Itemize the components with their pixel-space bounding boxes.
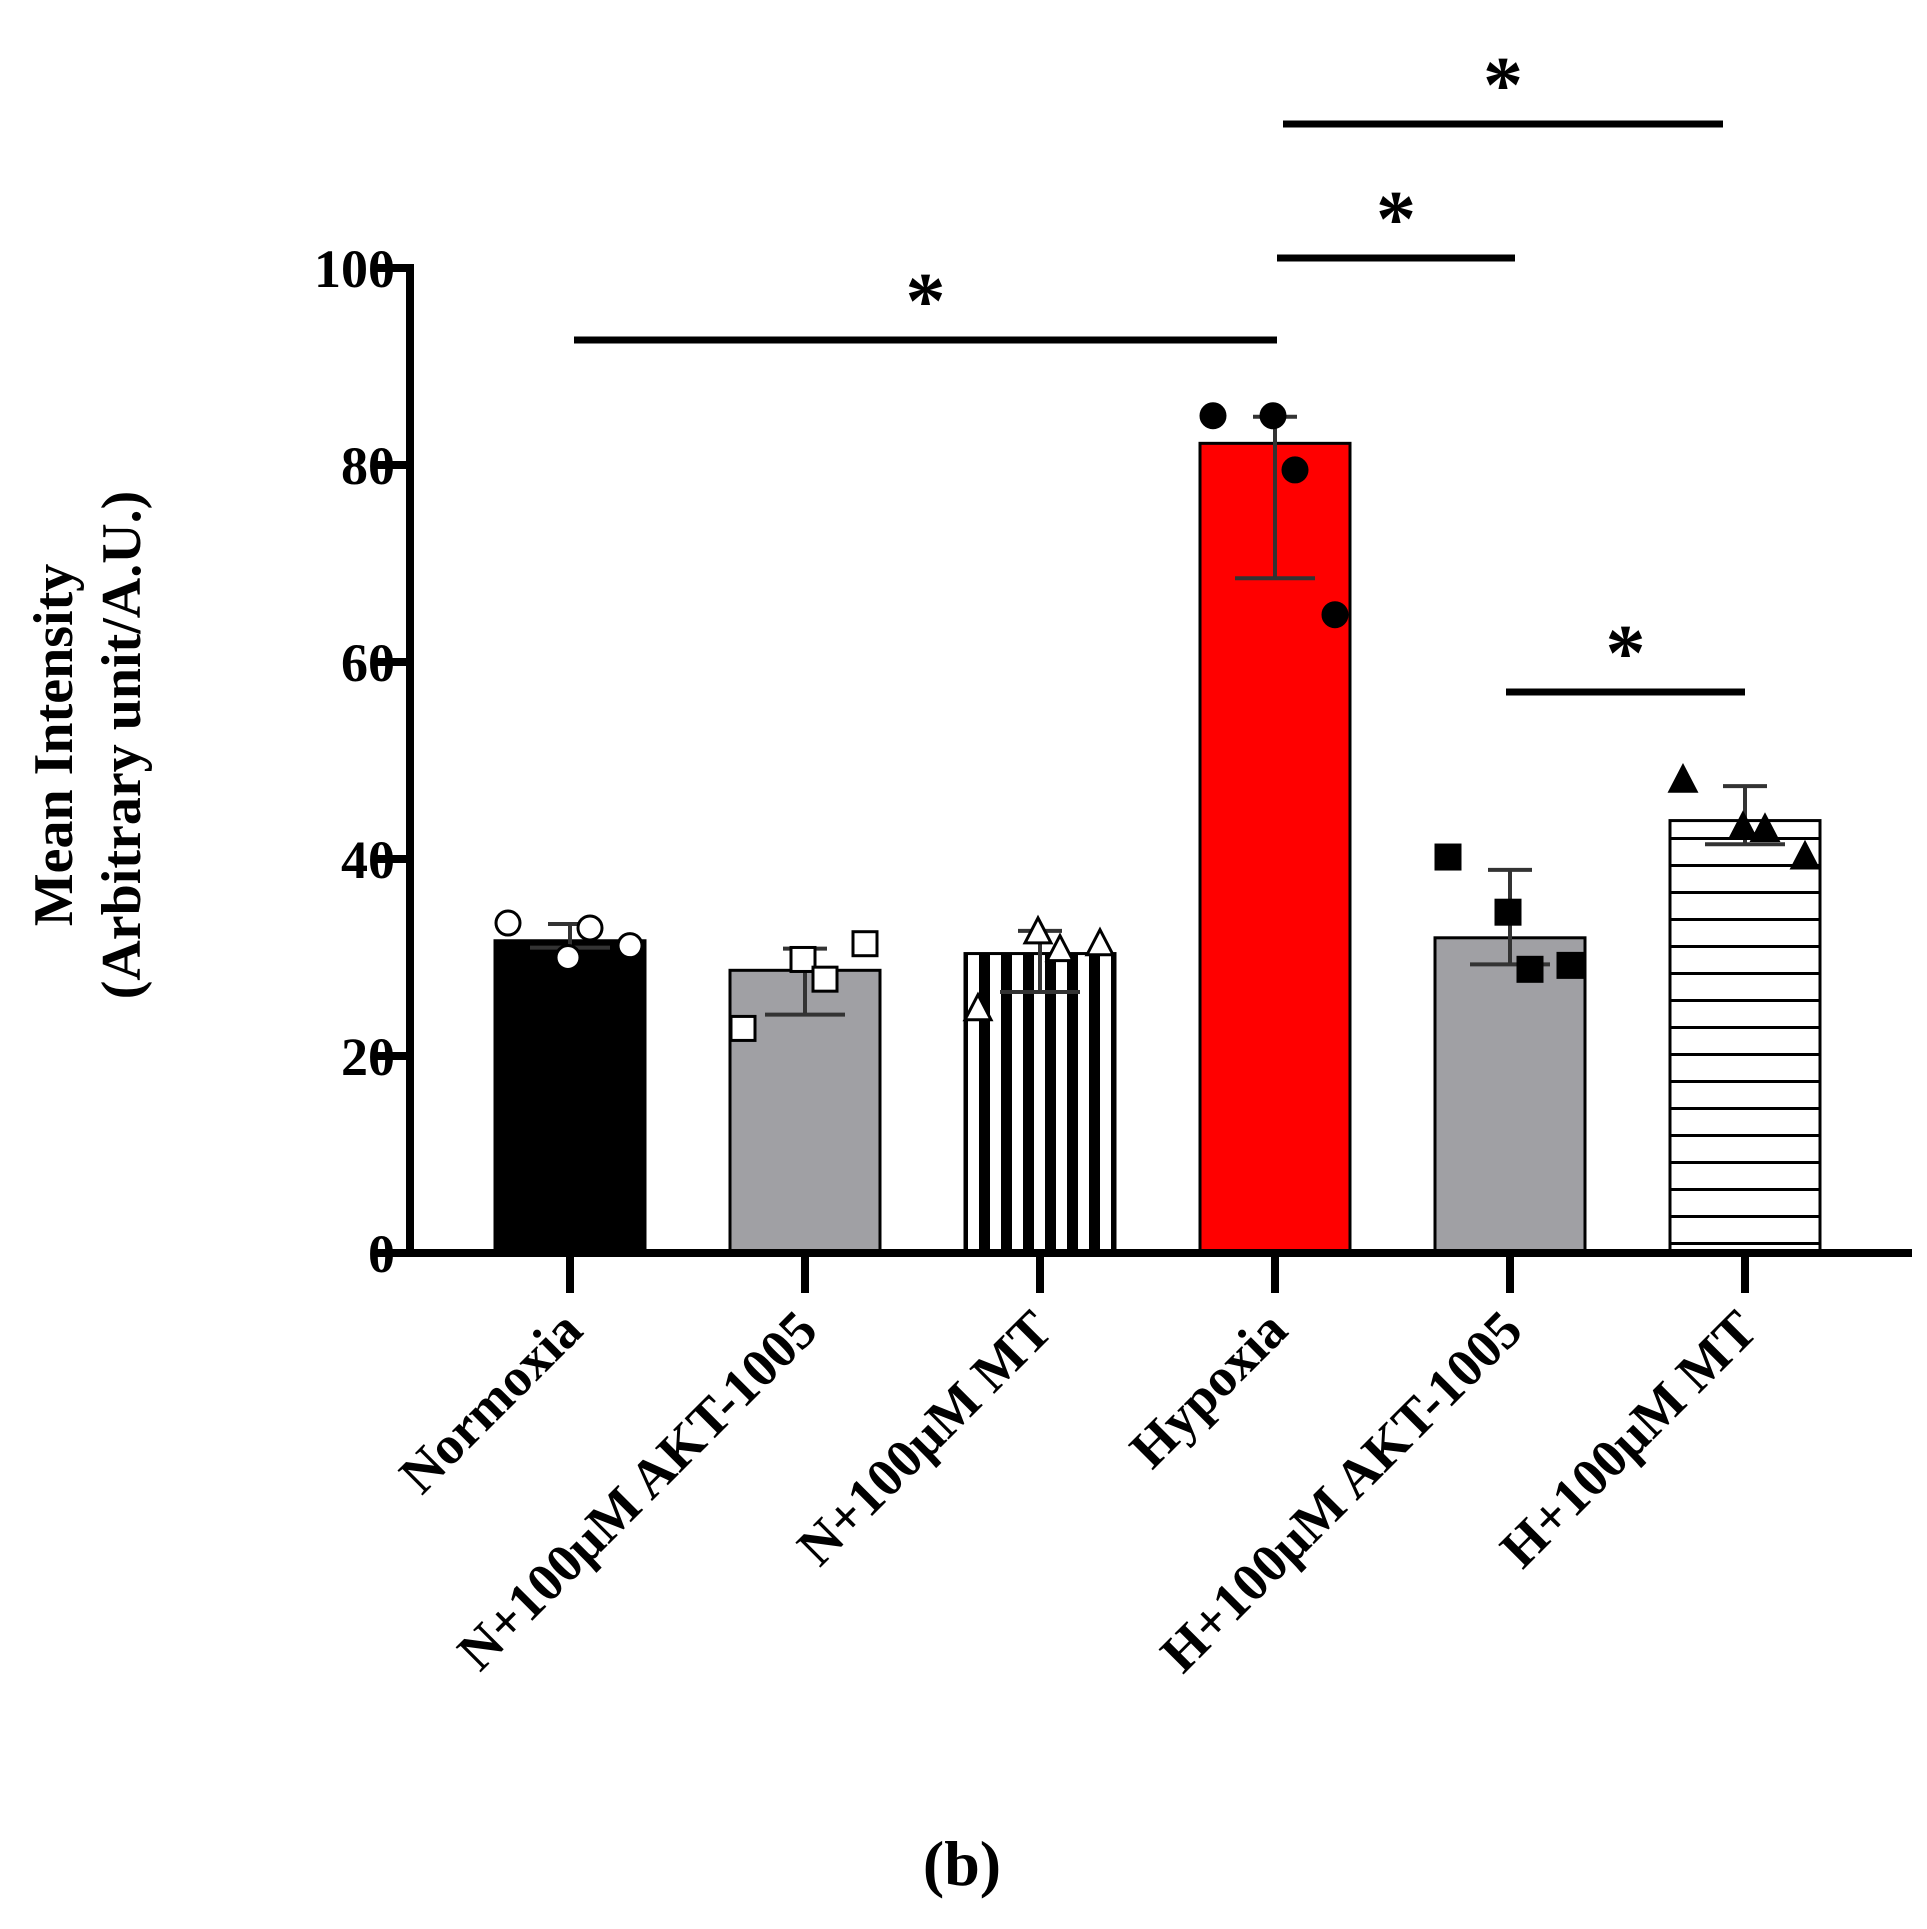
data-point-4-2: [1259, 402, 1287, 430]
x-tick-label-1: Normoxia: [388, 1299, 594, 1505]
data-point-5-3: [1516, 955, 1544, 983]
significance-star-3: *: [1483, 42, 1523, 130]
panel-label: (b): [923, 1828, 1001, 1899]
data-point-4-3: [1281, 456, 1309, 484]
bar-6: [1668, 819, 1822, 1255]
data-point-1-4: [616, 932, 644, 960]
significance-star-2: *: [1376, 176, 1416, 264]
data-point-1-3: [576, 914, 604, 942]
data-point-1-2: [554, 944, 582, 971]
data-point-5-4: [1556, 951, 1584, 979]
data-point-4-4: [1321, 601, 1349, 629]
y-axis-title-line1: Mean Intensity: [23, 564, 85, 926]
data-point-3-1: [962, 991, 994, 1022]
data-point-6-1: [1667, 762, 1699, 793]
data-point-6-2: [1727, 810, 1759, 840]
data-point-2-4: [851, 930, 879, 958]
data-point-2-1: [729, 1014, 757, 1042]
data-point-3-3: [1044, 932, 1076, 963]
data-point-6-3: [1749, 812, 1781, 842]
bar-3: [963, 952, 1117, 1255]
y-axis-title-line2: (Arbitrary unit/A.U.): [91, 491, 153, 1000]
x-tick-label-4: Hypoxia: [1118, 1299, 1298, 1479]
significance-star-4: *: [1606, 610, 1646, 698]
data-point-4-1: [1199, 402, 1227, 430]
data-point-3-2: [1022, 914, 1054, 945]
data-point-6-4: [1789, 839, 1821, 870]
data-point-2-3: [811, 965, 839, 993]
data-point-5-2: [1494, 898, 1522, 926]
data-point-1-1: [494, 909, 522, 937]
significance-star-1: *: [906, 258, 946, 346]
data-point-5-1: [1434, 843, 1462, 871]
data-point-3-4: [1084, 926, 1116, 957]
data-point-2-2: [789, 945, 817, 973]
bar-5: [1433, 936, 1587, 1255]
bar-1: [493, 939, 647, 1255]
